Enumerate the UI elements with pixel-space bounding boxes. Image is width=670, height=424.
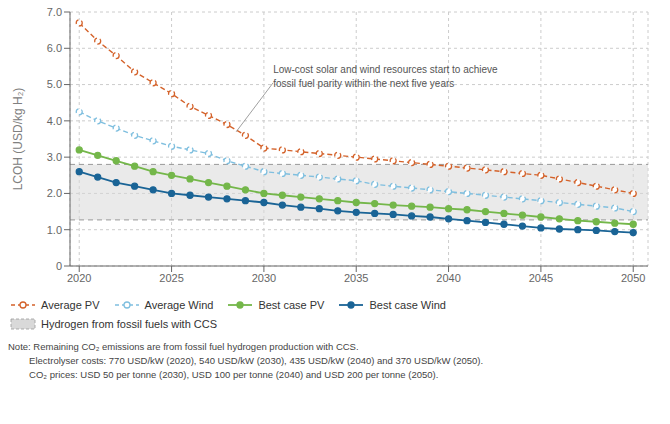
svg-text:5.0: 5.0 bbox=[47, 78, 62, 90]
svg-text:3.0: 3.0 bbox=[47, 151, 62, 163]
svg-text:2.0: 2.0 bbox=[47, 187, 62, 199]
svg-text:7.0: 7.0 bbox=[47, 6, 62, 18]
svg-text:2050: 2050 bbox=[621, 272, 645, 284]
svg-text:Low-cost solar and wind resour: Low-cost solar and wind resources start … bbox=[273, 64, 498, 89]
svg-text:0: 0 bbox=[56, 260, 62, 272]
svg-text:2025: 2025 bbox=[159, 272, 183, 284]
svg-text:1.0: 1.0 bbox=[47, 224, 62, 236]
html-text:CO₂ prices: USD 50 per tonne (: CO₂ prices: USD 50 per tonne (2030), USD… bbox=[8, 369, 439, 380]
html-text:Average PV: Average PV bbox=[41, 299, 100, 311]
svg-text:LCOH (USD/kg H₂): LCOH (USD/kg H₂) bbox=[11, 88, 25, 191]
svg-text:2035: 2035 bbox=[344, 272, 368, 284]
svg-text:2040: 2040 bbox=[436, 272, 460, 284]
svg-text:2030: 2030 bbox=[252, 272, 276, 284]
html-text:Best case Wind: Best case Wind bbox=[369, 299, 446, 311]
html-text:Hydrogen from fossil fuels wit: Hydrogen from fossil fuels with CCS bbox=[41, 318, 218, 330]
html-text:Note: Remaining CO₂ emissions: Note: Remaining CO₂ emissions are from f… bbox=[8, 341, 359, 352]
html-text:Average Wind: Average Wind bbox=[144, 299, 214, 311]
svg-text:2045: 2045 bbox=[529, 272, 553, 284]
html-text:Electrolyser costs: 770 USD/kW: Electrolyser costs: 770 USD/kW (2020), 5… bbox=[8, 355, 484, 366]
svg-text:4.0: 4.0 bbox=[47, 115, 62, 127]
svg-text:2020: 2020 bbox=[67, 272, 91, 284]
html-text:Best case PV: Best case PV bbox=[258, 299, 325, 311]
svg-text:6.0: 6.0 bbox=[47, 42, 62, 54]
